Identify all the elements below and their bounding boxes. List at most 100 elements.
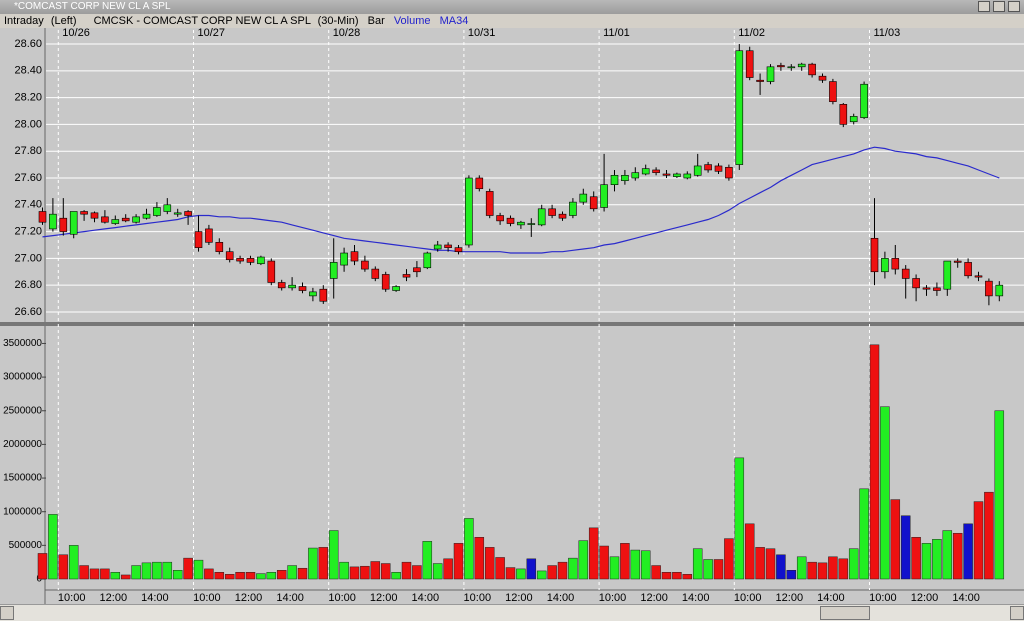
scrollbar[interactable] [0,604,1024,621]
volume-bar [744,523,755,580]
day-label: 10/27 [198,28,226,39]
volume-bar [630,549,641,580]
minimize-button[interactable] [978,1,990,12]
mode: Intraday [4,15,44,27]
candle-body [589,196,598,210]
candle-body [974,275,983,278]
x-tick-label: 12:00 [370,592,398,604]
candle-body [111,219,120,224]
volume-bar [640,550,651,580]
candle-body [953,260,962,263]
candle-body [215,242,224,252]
candle-body [257,256,265,265]
day-label: 10/26 [62,28,90,39]
volume-bar [48,514,58,580]
candle-body [631,172,640,179]
candle-body [527,223,536,225]
scroll-thumb[interactable] [820,606,870,620]
candle-body [662,173,671,176]
candle-body [173,212,182,215]
x-tick-label: 10:00 [869,592,897,604]
volume-bar [786,570,797,580]
candle-body [683,173,692,179]
day-label: 11/01 [603,28,630,39]
candle-body [548,208,556,216]
candle-body [922,287,931,290]
candle-body [693,165,702,176]
candle-body [225,251,234,261]
candle-body [444,244,452,248]
candle-body [558,213,567,219]
volume-bar [360,565,370,580]
volume-bar [162,561,173,580]
x-tick-label: 12:00 [505,592,533,604]
scroll-left[interactable] [0,606,14,620]
volume-bar [963,523,973,580]
volume-bar [474,537,485,580]
volume-bar [37,553,48,580]
candle-body [766,66,775,82]
volume-bar [599,545,609,580]
candle-body [506,217,515,224]
candle-body [704,164,712,171]
volume-bar [516,568,526,580]
volume-bar [422,541,433,580]
candle-body [402,274,411,278]
y-tick-label: 27.40 [14,199,42,211]
candle-body [361,260,369,270]
candle-body [236,258,244,262]
candle-body [475,177,484,190]
y-tick-label: 26.80 [14,279,42,291]
volume-bar [536,570,547,580]
volume-bar [973,501,984,580]
day-label: 11/03 [874,28,901,39]
candle-body [985,280,993,297]
candle-body [818,75,827,81]
volume-bar [765,548,776,580]
y-tick-label: 1000000 [3,506,42,517]
candle-body [433,244,442,250]
candle-body [101,216,109,223]
volume-bar [276,570,287,580]
volume-bar [880,406,890,580]
candle-body [839,104,848,125]
y-tick-label: 28.60 [14,38,42,50]
candle-body [849,116,858,123]
volume-bar [79,565,89,580]
volume-bar [141,562,152,580]
volume-bar [869,344,880,580]
volume-bar [776,554,786,580]
candle-body [621,175,629,181]
y-tick-label: 27.20 [14,225,42,237]
candle-body [881,258,889,273]
volume-bar [734,457,745,580]
candle-body [288,284,296,289]
symbol: CMCSK - COMCAST CORP NEW CL A SPL [93,15,311,27]
y-tick-label: 3500000 [3,338,42,349]
candle-body [80,211,88,215]
x-tick-label: 12:00 [911,592,939,604]
candle-body [891,258,900,270]
y-tick-label: 27.60 [14,172,42,184]
candle-body [350,251,359,262]
scroll-right[interactable] [1010,606,1024,620]
candle-body [600,184,608,208]
candle-body [69,211,78,235]
y-tick-label: 500000 [9,540,43,551]
volume-bar [204,568,214,580]
close-button[interactable] [1008,1,1020,12]
volume-bar [620,543,630,580]
x-tick-label: 12:00 [776,592,804,604]
maximize-button[interactable] [993,1,1005,12]
volume-bar [547,565,557,580]
volume-bar [692,548,703,580]
y-tick-label: 27.00 [14,252,42,264]
volume-bar [921,543,932,580]
candle-body [496,215,504,222]
candle-body [153,207,161,216]
style: Bar [367,15,385,27]
volume-bar [110,572,121,580]
candle-body [277,282,286,289]
volume-bar [401,561,412,580]
